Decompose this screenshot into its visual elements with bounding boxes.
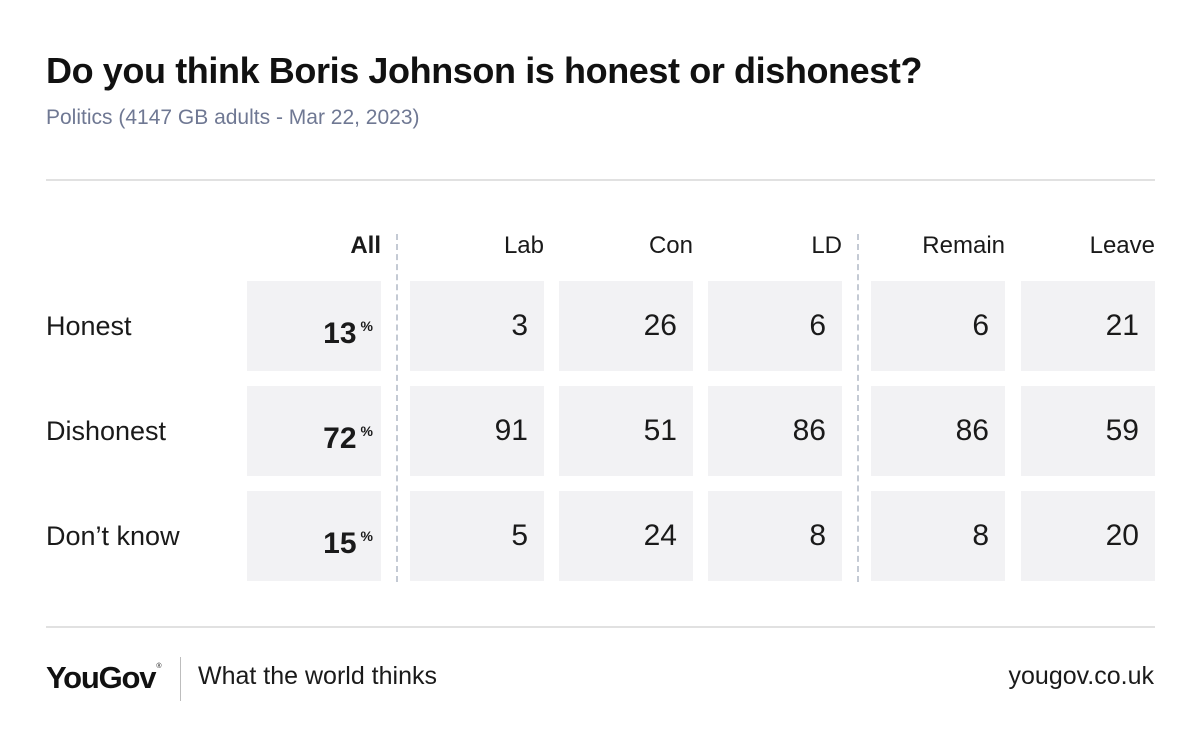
cell-value: 26	[643, 309, 677, 342]
percent-sign: %	[360, 528, 373, 544]
cell-value: 5	[511, 519, 528, 552]
cell-honest-remain: 6	[871, 281, 1005, 371]
yougov-logo: YouGov®	[46, 660, 162, 696]
cell-value: 72	[323, 422, 357, 455]
cell-don-t-know-lab: 5	[410, 491, 544, 581]
page-title: Do you think Boris Johnson is honest or …	[46, 50, 923, 91]
top-divider	[46, 179, 1155, 181]
column-header-remain: Remain	[922, 232, 1005, 259]
row-label-dishonest: Dishonest	[46, 416, 167, 446]
cell-don-t-know-leave: 20	[1021, 491, 1155, 581]
cell-don-t-know-ld: 8	[708, 491, 842, 581]
column-group-separator-1	[396, 234, 398, 582]
cell-dishonest-lab: 91	[410, 386, 544, 476]
cell-honest-lab: 3	[410, 281, 544, 371]
page-subtitle: Politics (4147 GB adults - Mar 22, 2023)	[46, 106, 420, 129]
cell-value: 21	[1105, 309, 1139, 342]
cell-value: 91	[494, 414, 528, 447]
cell-value: 13	[323, 317, 357, 350]
cell-value: 3	[511, 309, 528, 342]
cell-dishonest-remain: 86	[871, 386, 1005, 476]
cell-value: 86	[792, 414, 826, 447]
percent-sign: %	[360, 423, 373, 439]
logo-trademark: ®	[156, 663, 162, 670]
cell-value: 51	[643, 414, 677, 447]
cell-don-t-know-con: 24	[559, 491, 693, 581]
column-header-ld: LD	[811, 232, 842, 259]
cell-dishonest-leave: 59	[1021, 386, 1155, 476]
cell-value: 59	[1105, 414, 1139, 447]
logo-divider	[180, 657, 181, 701]
cell-don-t-know-all: 15%	[247, 491, 381, 581]
column-header-lab: Lab	[503, 232, 544, 259]
row-label-don-t-know: Don’t know	[46, 521, 180, 551]
logo-text: YouGov	[46, 660, 157, 695]
cell-value: 86	[955, 414, 989, 447]
cell-value: 20	[1105, 519, 1139, 552]
tagline: What the world thinks	[198, 662, 437, 690]
cell-value: 8	[809, 519, 826, 552]
bottom-divider	[46, 626, 1155, 628]
cell-value: 6	[972, 309, 989, 342]
cell-value: 6	[809, 309, 826, 342]
percent-sign: %	[360, 318, 373, 334]
column-header-con: Con	[648, 232, 693, 259]
column-header-leave: Leave	[1089, 232, 1155, 259]
cell-dishonest-ld: 86	[708, 386, 842, 476]
cell-value: 24	[643, 519, 677, 552]
column-header-all: All	[350, 232, 381, 259]
cell-honest-all: 13%	[247, 281, 381, 371]
cell-dishonest-all: 72%	[247, 386, 381, 476]
cell-value: 15	[323, 527, 357, 560]
cell-honest-con: 26	[559, 281, 693, 371]
site-link[interactable]: yougov.co.uk	[1008, 662, 1154, 690]
cell-honest-ld: 6	[708, 281, 842, 371]
cell-don-t-know-remain: 8	[871, 491, 1005, 581]
cell-value: 8	[972, 519, 989, 552]
cell-honest-leave: 21	[1021, 281, 1155, 371]
row-label-honest: Honest	[46, 311, 132, 341]
cell-dishonest-con: 51	[559, 386, 693, 476]
column-group-separator-2	[857, 234, 859, 582]
